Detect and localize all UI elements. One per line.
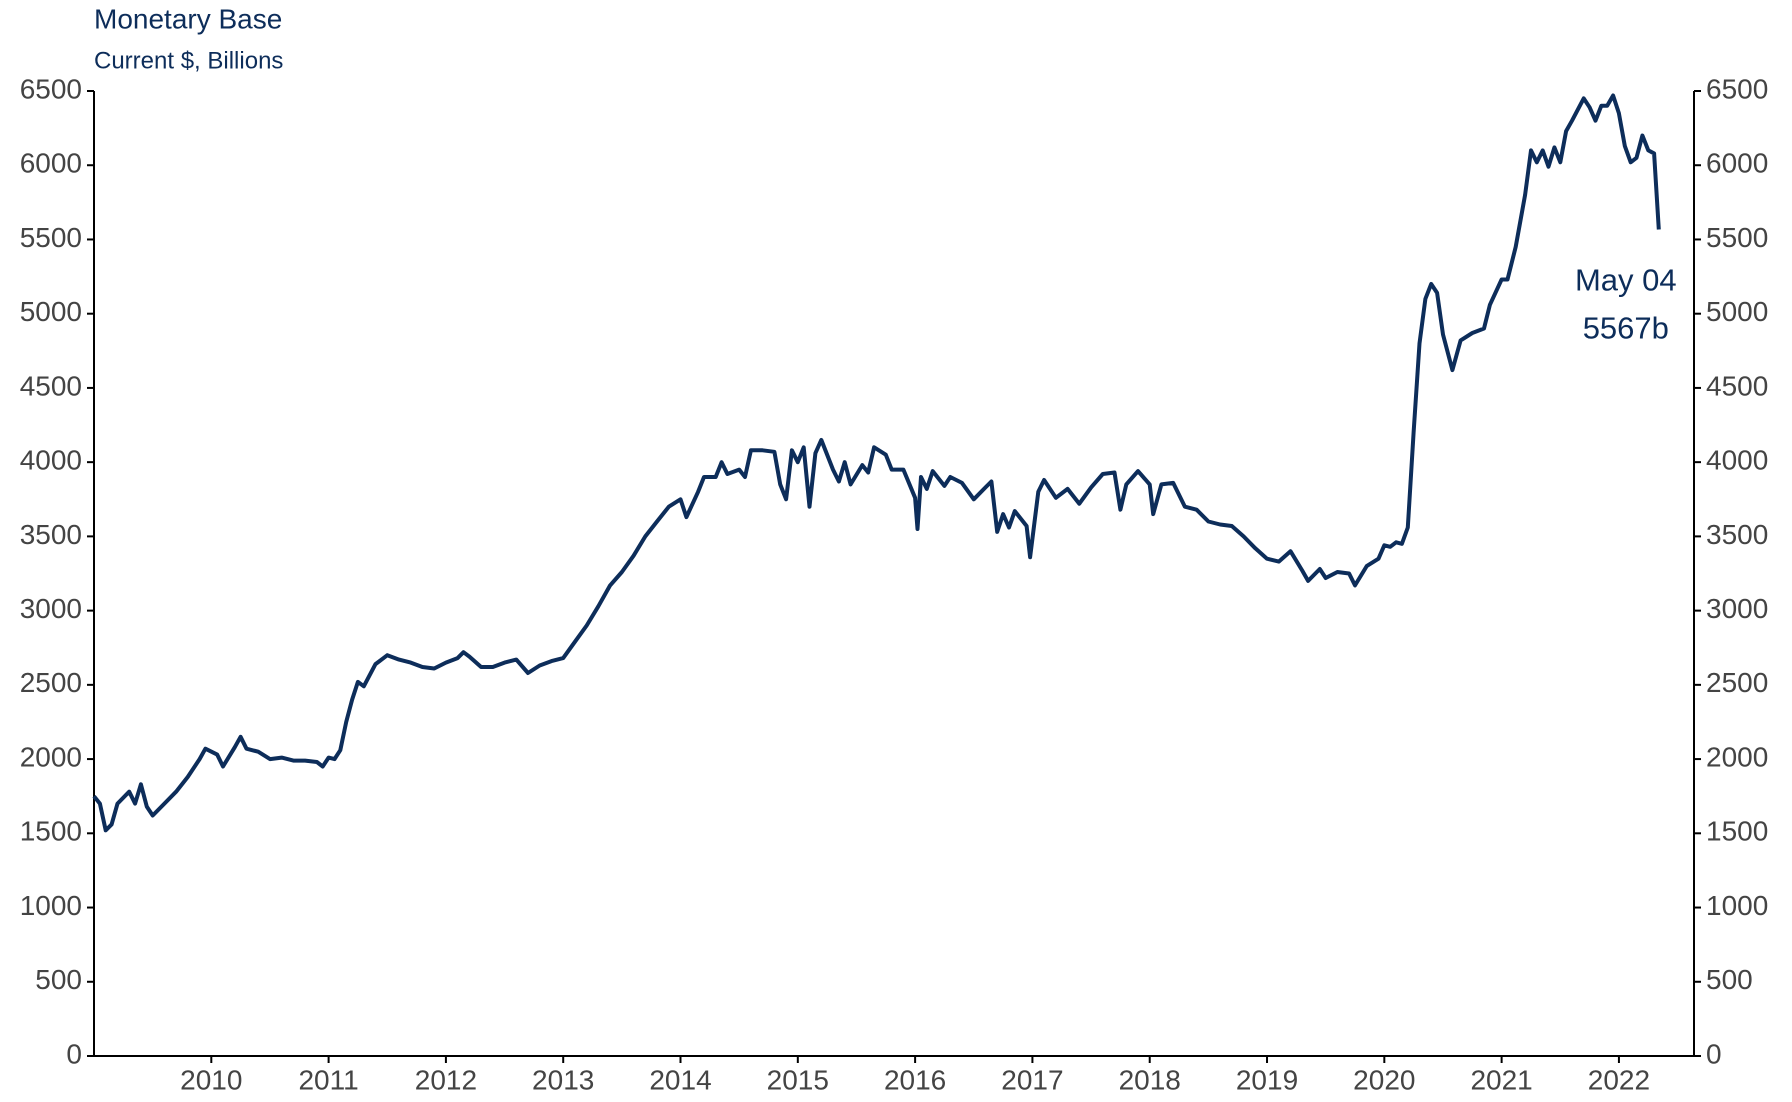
x-tick-label: 2012 bbox=[415, 1064, 477, 1095]
data-line bbox=[92, 93, 1661, 833]
y-tick-label: 3000 bbox=[20, 593, 82, 624]
y-tick-label: 1000 bbox=[20, 890, 82, 921]
y2-tick-label: 500 bbox=[1706, 964, 1753, 995]
y2-tick-label: 6000 bbox=[1706, 148, 1768, 179]
chart-subtitle: Current $, Billions bbox=[94, 47, 283, 74]
y-tick-label: 500 bbox=[35, 964, 82, 995]
x-tick-label: 2017 bbox=[1001, 1064, 1063, 1095]
chart-title: Monetary Base bbox=[94, 3, 282, 34]
y-tick-label: 5500 bbox=[20, 222, 82, 253]
y-tick-label: 1500 bbox=[20, 816, 82, 847]
y2-tick-label: 4500 bbox=[1706, 370, 1768, 401]
y-tick-label: 4500 bbox=[20, 370, 82, 401]
y2-tick-label: 1500 bbox=[1706, 816, 1768, 847]
y-tick-label: 2500 bbox=[20, 667, 82, 698]
y-tick-label: 5000 bbox=[20, 296, 82, 327]
x-tick-label: 2015 bbox=[767, 1064, 829, 1095]
x-tick-label: 2020 bbox=[1353, 1064, 1415, 1095]
annotation: 5567b bbox=[1583, 311, 1669, 346]
y-tick-label: 4000 bbox=[20, 445, 82, 476]
y2-tick-label: 1000 bbox=[1706, 890, 1768, 921]
y2-tick-label: 4000 bbox=[1706, 445, 1768, 476]
x-tick-label: 2021 bbox=[1470, 1064, 1532, 1095]
x-tick-label: 2016 bbox=[884, 1064, 946, 1095]
y-tick-label: 2000 bbox=[20, 741, 82, 772]
x-tick-label: 2011 bbox=[298, 1064, 358, 1095]
y-tick-label: 3500 bbox=[20, 519, 82, 550]
y-tick-label: 6500 bbox=[20, 73, 82, 104]
y2-tick-label: 3500 bbox=[1706, 519, 1768, 550]
y-tick-label: 0 bbox=[66, 1038, 82, 1069]
y2-tick-label: 5000 bbox=[1706, 296, 1768, 327]
y2-tick-label: 0 bbox=[1706, 1038, 1722, 1069]
y2-tick-label: 2000 bbox=[1706, 741, 1768, 772]
y2-tick-label: 5500 bbox=[1706, 222, 1768, 253]
x-tick-label: 2018 bbox=[1119, 1064, 1181, 1095]
y2-tick-label: 2500 bbox=[1706, 667, 1768, 698]
y2-tick-label: 6500 bbox=[1706, 73, 1768, 104]
x-tick-label: 2019 bbox=[1236, 1064, 1298, 1095]
annotation: May 04 bbox=[1575, 263, 1677, 298]
x-tick-label: 2022 bbox=[1588, 1064, 1650, 1095]
x-tick-label: 2010 bbox=[180, 1064, 242, 1095]
y-tick-label: 6000 bbox=[20, 148, 82, 179]
y2-tick-label: 3000 bbox=[1706, 593, 1768, 624]
x-tick-label: 2013 bbox=[532, 1064, 594, 1095]
x-tick-label: 2014 bbox=[649, 1064, 711, 1095]
